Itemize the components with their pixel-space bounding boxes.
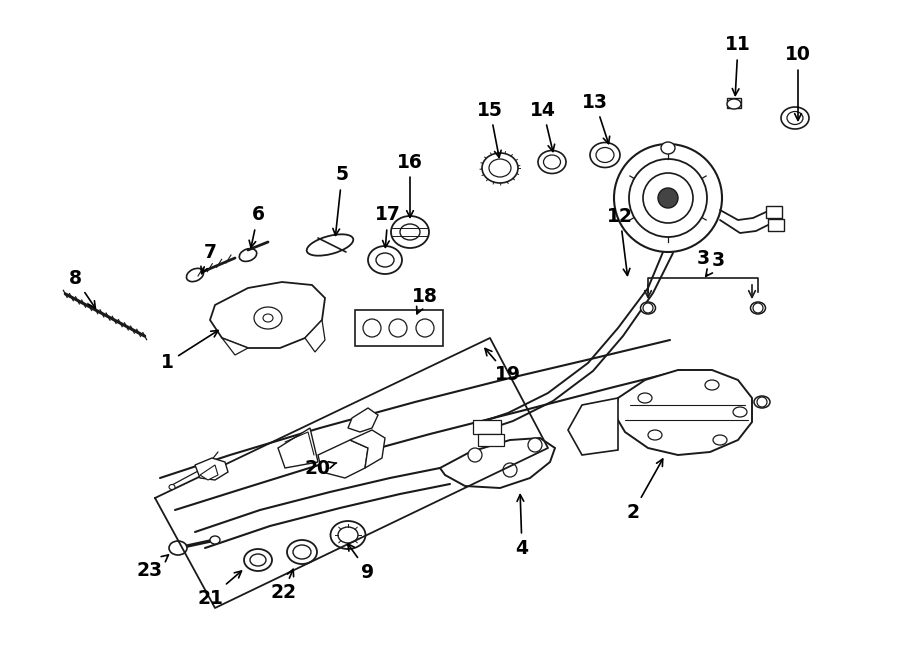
Ellipse shape [590, 143, 620, 167]
Ellipse shape [629, 159, 707, 237]
Polygon shape [348, 408, 378, 432]
Polygon shape [200, 465, 218, 480]
FancyBboxPatch shape [355, 310, 443, 346]
Text: 1: 1 [160, 330, 218, 373]
Ellipse shape [287, 540, 317, 564]
Text: 12: 12 [608, 206, 633, 276]
Ellipse shape [169, 541, 187, 555]
Ellipse shape [641, 302, 655, 314]
Polygon shape [195, 468, 450, 548]
Ellipse shape [186, 268, 203, 282]
Text: 14: 14 [530, 100, 556, 151]
Ellipse shape [400, 224, 420, 240]
Text: 5: 5 [333, 165, 348, 235]
Ellipse shape [169, 485, 175, 490]
Ellipse shape [538, 151, 566, 173]
Circle shape [528, 438, 542, 452]
Ellipse shape [781, 107, 809, 129]
Circle shape [468, 448, 482, 462]
Polygon shape [615, 370, 752, 455]
Ellipse shape [648, 430, 662, 440]
Ellipse shape [658, 188, 678, 208]
Polygon shape [440, 438, 555, 488]
Text: 21: 21 [197, 571, 241, 607]
Polygon shape [318, 440, 368, 478]
Ellipse shape [614, 144, 722, 252]
Ellipse shape [754, 396, 770, 408]
Polygon shape [160, 340, 682, 510]
Ellipse shape [643, 173, 693, 223]
Circle shape [753, 303, 763, 313]
Ellipse shape [210, 536, 220, 544]
FancyBboxPatch shape [727, 98, 741, 108]
Text: 13: 13 [582, 93, 609, 143]
Polygon shape [210, 282, 325, 348]
Text: 9: 9 [347, 544, 374, 582]
Ellipse shape [733, 407, 747, 417]
Ellipse shape [727, 99, 741, 109]
Ellipse shape [661, 142, 675, 154]
Ellipse shape [239, 249, 256, 261]
Ellipse shape [787, 112, 803, 124]
Polygon shape [350, 430, 385, 468]
Polygon shape [305, 320, 325, 352]
Ellipse shape [293, 545, 311, 559]
Text: 22: 22 [270, 569, 296, 602]
Ellipse shape [638, 393, 652, 403]
Text: 16: 16 [397, 153, 423, 217]
Ellipse shape [368, 246, 402, 274]
Circle shape [416, 319, 434, 337]
Circle shape [757, 397, 767, 407]
Ellipse shape [330, 521, 365, 549]
FancyBboxPatch shape [766, 206, 782, 218]
Text: 3: 3 [706, 251, 724, 276]
Ellipse shape [376, 253, 394, 267]
Circle shape [389, 319, 407, 337]
Circle shape [643, 303, 653, 313]
Text: 7: 7 [201, 243, 217, 274]
Text: 15: 15 [477, 100, 503, 157]
Text: 11: 11 [725, 36, 751, 95]
Ellipse shape [254, 307, 282, 329]
Ellipse shape [705, 380, 719, 390]
Text: 23: 23 [137, 555, 168, 580]
Ellipse shape [482, 153, 518, 183]
Text: 19: 19 [485, 348, 521, 385]
FancyBboxPatch shape [478, 434, 504, 446]
Ellipse shape [544, 155, 561, 169]
Text: 20: 20 [305, 459, 337, 477]
Text: 8: 8 [68, 268, 95, 308]
Text: 18: 18 [412, 286, 438, 314]
Ellipse shape [244, 549, 272, 571]
Circle shape [503, 463, 517, 477]
Ellipse shape [596, 147, 614, 163]
Ellipse shape [250, 554, 266, 566]
Text: 17: 17 [375, 206, 401, 247]
Polygon shape [222, 338, 248, 355]
Ellipse shape [489, 159, 511, 177]
Ellipse shape [263, 314, 273, 322]
Ellipse shape [713, 435, 727, 445]
Polygon shape [195, 458, 228, 480]
Ellipse shape [391, 216, 429, 248]
Text: 10: 10 [785, 46, 811, 120]
Polygon shape [278, 428, 318, 468]
Ellipse shape [307, 234, 354, 256]
Text: 2: 2 [626, 459, 662, 522]
Text: 6: 6 [249, 206, 265, 247]
Polygon shape [568, 398, 618, 455]
Circle shape [363, 319, 381, 337]
Text: 3: 3 [697, 249, 709, 268]
Text: 4: 4 [516, 494, 528, 557]
Ellipse shape [751, 302, 766, 314]
FancyBboxPatch shape [768, 219, 784, 231]
FancyBboxPatch shape [473, 420, 501, 434]
Ellipse shape [338, 527, 358, 543]
